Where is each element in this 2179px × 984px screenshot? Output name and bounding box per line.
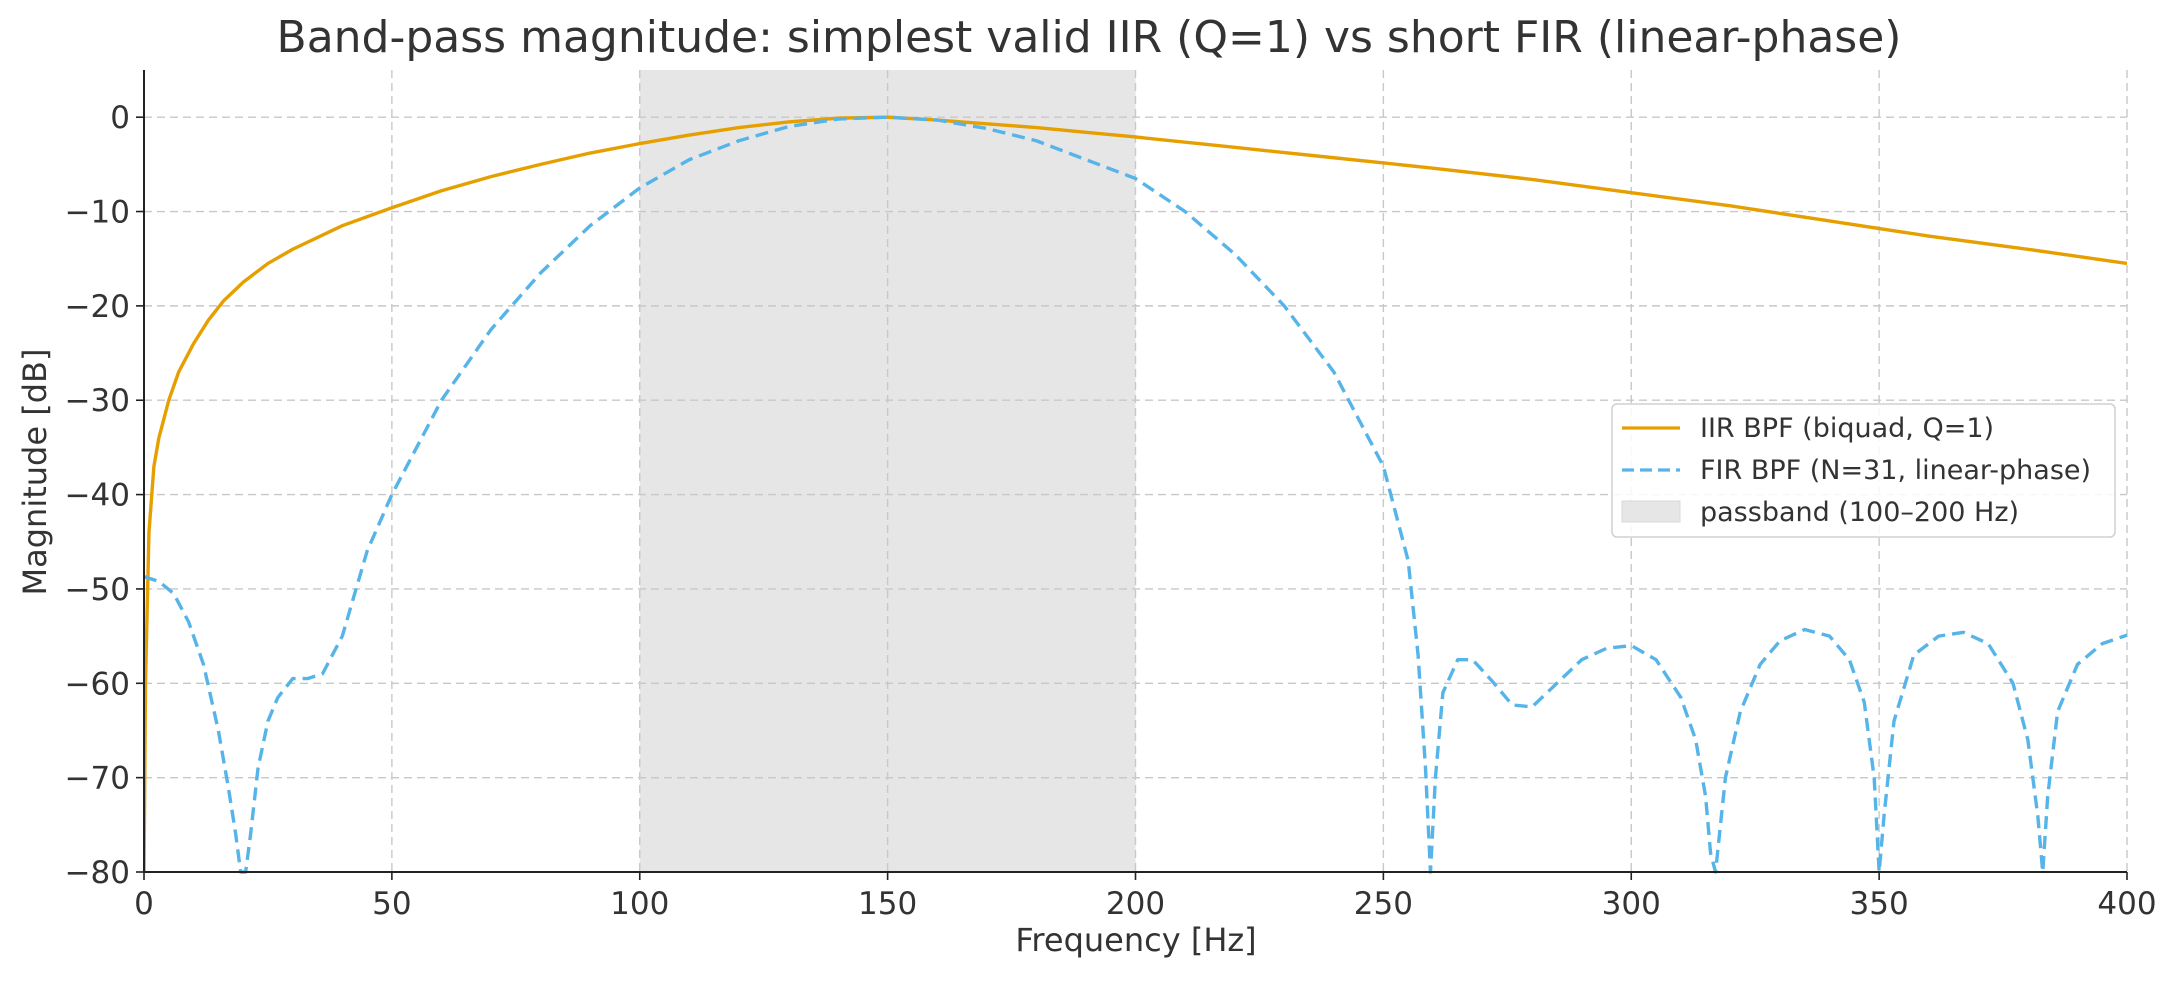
chart-title: Band-pass magnitude: simplest valid IIR … [277,12,1902,63]
legend-swatch-passband [1621,500,1681,523]
y-tick-label: −30 [65,383,130,419]
ticks-layer: 0 50 100 150 200 250 300 350 400 0 −10 −20 −30 −40 −50… [65,100,2157,922]
y-tick-label: 0 [110,100,130,136]
y-tick-label: −40 [65,478,130,514]
x-tick-label: 50 [372,886,411,922]
legend-frame [1611,403,2116,538]
y-axis-label: Magnitude [dB] [16,349,54,596]
x-tick-label: 400 [2097,886,2156,922]
x-tick-label: 100 [610,886,669,922]
legend-label-iir: IIR BPF (biquad, Q=1) [1700,413,1994,444]
y-tick-label: −80 [65,855,130,891]
x-tick-label: 200 [1106,886,1165,922]
x-tick-label: 300 [1602,886,1661,922]
legend: IIR BPF (biquad, Q=1) FIR BPF (N=31, lin… [1611,403,2116,538]
x-tick-label: 350 [1850,886,1909,922]
series-line-fir [144,115,2127,874]
legend-label-passband: passband (100–200 Hz) [1700,497,2019,528]
x-tick-label: 150 [858,886,917,922]
y-tick-label: −20 [65,289,130,325]
x-tick-label: 250 [1354,886,1413,922]
x-axis-label: Frequency [Hz] [1015,921,1256,959]
y-tick-label: −60 [65,666,130,702]
y-tick-label: −10 [65,195,130,231]
legend-label-fir: FIR BPF (N=31, linear-phase) [1700,455,2091,486]
y-tick-label: −50 [65,572,130,608]
y-tick-label: −70 [65,761,130,797]
series-line-iir [144,115,2127,873]
series-layer [144,115,2127,874]
x-tick-label: 0 [134,886,154,922]
